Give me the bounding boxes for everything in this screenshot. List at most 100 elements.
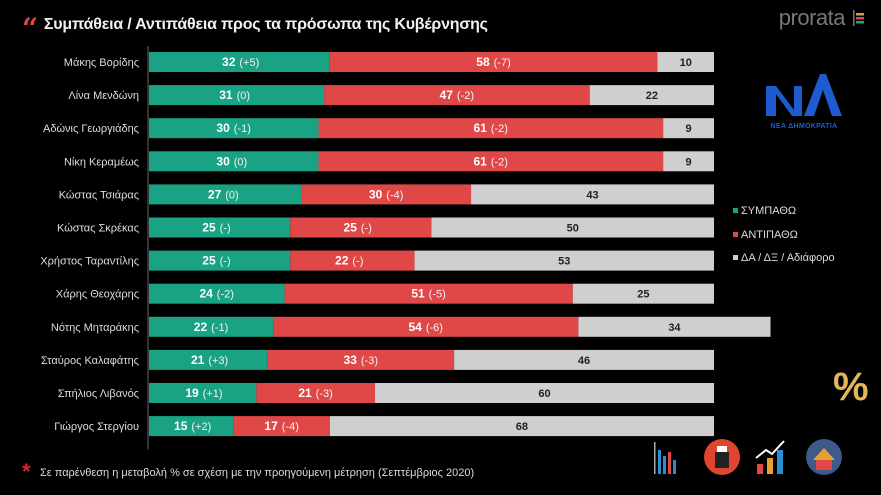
- data-label: 34: [668, 322, 681, 334]
- change-label: (+1): [203, 388, 223, 400]
- bar-segment: [318, 118, 664, 139]
- data-label: 15: [174, 419, 188, 433]
- data-label: 30: [369, 187, 383, 201]
- category-label: Λίνα Μενδώνη: [68, 90, 139, 102]
- change-label: (-2): [491, 123, 508, 135]
- change-label: (-): [352, 256, 363, 268]
- data-label: 10: [680, 57, 692, 69]
- bar-segment: [375, 383, 714, 403]
- brand-logo: prorata: [778, 5, 846, 30]
- house-chart-icon: [806, 439, 842, 475]
- legend-item-sympatho: ΣΥΜΠΑΘΩ: [733, 205, 796, 217]
- data-label: 22: [335, 254, 349, 268]
- category-label: Μάκης Βορίδης: [64, 57, 139, 69]
- change-label: (-5): [429, 289, 446, 301]
- legend-item-undecided: ΔΑ / ΔΞ / Αδιάφορο: [733, 252, 835, 264]
- bar-segment: [290, 217, 432, 238]
- footnote: Σε παρένθεση η μεταβολή % σε σχέση με τη…: [40, 467, 475, 479]
- bar-segment: [149, 85, 325, 106]
- change-label: (-2): [491, 156, 508, 168]
- change-label: (-7): [494, 57, 511, 69]
- bar-segment: [318, 151, 664, 172]
- data-label: 24: [199, 287, 213, 301]
- data-label: 21: [298, 386, 312, 400]
- category-label: Νίκη Κεραμέως: [64, 156, 139, 168]
- brand-mark-icon: [853, 10, 864, 26]
- bar-segment: [414, 250, 714, 271]
- change-label: (+5): [239, 57, 259, 69]
- bar-segment: [149, 250, 291, 271]
- bar-segment: [149, 151, 319, 172]
- category-label: Σταύρος Καλαφάτης: [41, 355, 139, 367]
- data-label: 51: [411, 287, 425, 301]
- change-label: (+2): [191, 421, 211, 433]
- change-label: (0): [237, 90, 250, 102]
- change-label: (-1): [234, 123, 251, 135]
- change-label: (+3): [208, 355, 228, 367]
- bar-segment: [301, 184, 472, 205]
- data-label: 25: [202, 221, 216, 235]
- change-label: (0): [234, 156, 247, 168]
- bar-segment: [149, 383, 257, 403]
- quote-icon: “: [22, 12, 38, 45]
- asterisk-icon: *: [22, 459, 31, 484]
- data-label: 47: [440, 88, 454, 102]
- bar-segment: [663, 118, 714, 139]
- data-label: 50: [567, 223, 579, 235]
- data-label: 25: [344, 221, 358, 235]
- data-label: 19: [185, 386, 199, 400]
- data-label: 61: [473, 121, 487, 135]
- bar-segment: [149, 217, 291, 238]
- category-label: Γιώργος Στεργίου: [54, 421, 139, 433]
- category-label: Νότης Μηταράκης: [51, 322, 139, 334]
- data-label: 9: [686, 123, 692, 135]
- data-label: 68: [516, 421, 528, 433]
- data-label: 22: [646, 90, 658, 102]
- change-label: (-): [220, 223, 231, 235]
- category-label: Χρήστος Ταραντίλης: [40, 256, 139, 268]
- bar-segment: [273, 316, 579, 337]
- data-label: 30: [216, 121, 230, 135]
- bar-segment: [454, 349, 714, 370]
- change-label: (-4): [386, 189, 403, 201]
- bar-segment: [149, 118, 319, 139]
- category-label: Κώστας Σκρέκας: [57, 223, 139, 235]
- data-label: 54: [408, 320, 422, 334]
- bar-segment: [471, 184, 714, 205]
- bar-segment: [149, 416, 234, 437]
- data-label: 27: [208, 187, 222, 201]
- change-label: (-2): [217, 289, 234, 301]
- bar-segment: [267, 349, 455, 370]
- bar-segment: [149, 184, 302, 205]
- data-label: 33: [344, 353, 358, 367]
- bar-segment: [431, 217, 714, 238]
- bar-segment: [149, 316, 274, 337]
- data-label: 17: [264, 419, 278, 433]
- data-label: 9: [686, 156, 692, 168]
- data-label: 46: [578, 355, 590, 367]
- bar-segment: [290, 250, 415, 271]
- bar-segment: [329, 52, 658, 72]
- data-label: 43: [586, 189, 598, 201]
- data-label: 60: [538, 388, 550, 400]
- category-label: Αδώνις Γεωργιάδης: [43, 123, 139, 135]
- percent-icon: %: [833, 365, 869, 409]
- nea-dimokratia-logo: ΝΕΑ ΔΗΜΟΚΡΑΤΙΑ: [762, 72, 846, 130]
- title-text: Συμπάθεια / Αντιπάθεια προς τα πρόσωπα τ…: [43, 16, 488, 33]
- bar-segment: [233, 416, 330, 437]
- data-label: 32: [222, 55, 236, 69]
- change-label: (-4): [282, 421, 299, 433]
- bar-segment: [149, 349, 268, 370]
- bar-chart-icon: [654, 442, 676, 474]
- bar-segment: [657, 52, 714, 72]
- data-label: 21: [191, 353, 205, 367]
- category-label: Κώστας Τσιάρας: [59, 189, 139, 201]
- bar-segment: [149, 283, 285, 304]
- data-label: 31: [219, 88, 233, 102]
- ballot-box-icon: [704, 439, 740, 475]
- change-label: (-3): [361, 355, 378, 367]
- bar-segment: [329, 416, 714, 437]
- bar-segment: [149, 52, 330, 72]
- data-label: 53: [558, 256, 570, 268]
